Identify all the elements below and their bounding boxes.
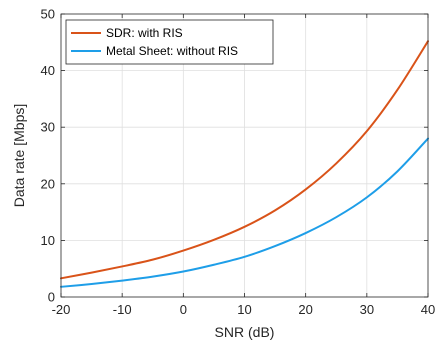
x-tick-label: 40: [421, 302, 435, 317]
legend: SDR: with RIS Metal Sheet: without RIS: [65, 19, 274, 65]
y-tick-label: 50: [41, 7, 55, 22]
series-line-sdr-with-ris: [60, 40, 429, 280]
y-tick-label: 30: [41, 120, 55, 135]
y-axis-title: Data rate [Mbps]: [11, 104, 27, 208]
axis-ticks: -20 -10 0 10 20 30 40 0 10 20 30 40 50: [41, 7, 436, 318]
x-tick-label: 20: [298, 302, 312, 317]
x-tick-label: -20: [52, 302, 71, 317]
y-tick-label: 40: [41, 63, 55, 78]
x-tick-label: 10: [237, 302, 251, 317]
x-tick-label: 0: [180, 302, 187, 317]
x-tick-label: 30: [360, 302, 374, 317]
legend-box: [65, 19, 274, 65]
series-line-metal-sheet-without-ris: [60, 137, 429, 288]
x-tick-label: -10: [113, 302, 132, 317]
y-tick-label: 0: [48, 290, 55, 305]
y-tick-label: 10: [41, 233, 55, 248]
series-lines: [60, 40, 429, 288]
y-tick-label: 20: [41, 176, 55, 191]
legend-label-sdr-with-ris: SDR: with RIS: [106, 26, 183, 40]
legend-label-metal-sheet-without-ris: Metal Sheet: without RIS: [106, 44, 238, 58]
x-axis-title: SNR (dB): [215, 324, 275, 340]
